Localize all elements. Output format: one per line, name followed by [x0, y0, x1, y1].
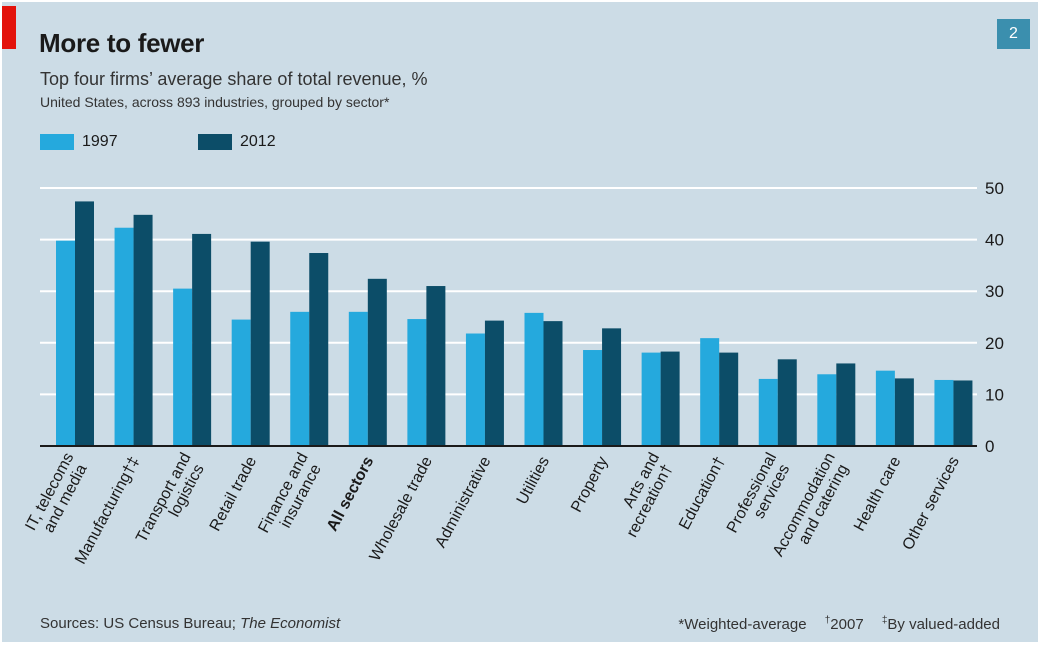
note-value-added-text: By valued-added	[887, 616, 1000, 633]
note-2007-mark: †	[824, 615, 831, 626]
legend-swatch-2012	[198, 134, 232, 150]
bar-1997	[56, 240, 75, 446]
category-label: Other services	[900, 454, 963, 553]
bar-2012	[719, 352, 739, 446]
bar-1997	[524, 312, 544, 446]
bar-1997	[817, 374, 837, 446]
bar-2012	[894, 378, 914, 446]
bar-1997	[348, 311, 368, 446]
chart-number-badge: 2	[997, 19, 1030, 49]
note-2007: †2007	[824, 615, 864, 633]
legend-item-2012: 2012	[198, 133, 276, 151]
bar-2012	[250, 241, 270, 446]
legend-item-1997: 1997	[40, 133, 118, 151]
bar-2012	[777, 359, 797, 446]
bar-1997	[114, 227, 134, 446]
y-tick-label: 10	[985, 385, 1004, 404]
legend-label-2012: 2012	[240, 133, 276, 150]
bar-2012	[309, 253, 329, 446]
category-label: IT, telecomsand media	[22, 450, 92, 541]
category-label: Wholesale trade	[367, 454, 436, 564]
y-tick-label: 50	[985, 179, 1004, 198]
footer-source: Sources: US Census Bureau; The Economist	[40, 615, 340, 632]
y-tick-label: 0	[985, 437, 994, 456]
bar-1997	[290, 311, 310, 446]
bar-1997	[407, 319, 427, 446]
bar-2012	[426, 286, 446, 446]
bar-1997	[583, 350, 603, 446]
chart-subsubtitle: United States, across 893 industries, gr…	[40, 94, 390, 110]
y-tick-label: 40	[985, 231, 1004, 250]
note-2007-text: 2007	[830, 616, 864, 633]
bar-2012	[367, 278, 387, 446]
chart-title: More to fewer	[39, 28, 205, 58]
bar-2012	[953, 380, 973, 446]
category-label: Arts andrecreation†	[609, 450, 678, 540]
source-text: Sources: US Census Bureau;	[40, 615, 241, 632]
legend-swatch-1997	[40, 134, 74, 150]
bar-2012	[543, 321, 563, 446]
category-label: Property	[568, 454, 611, 515]
bar-1997	[700, 338, 720, 446]
bar-1997	[758, 378, 778, 446]
note-value-added-mark: ‡	[881, 615, 888, 626]
bar-2012	[660, 351, 680, 446]
bar-2012	[133, 214, 153, 446]
bar-2012	[602, 328, 622, 446]
bar-2012	[192, 233, 212, 446]
category-label: Utilities	[514, 454, 553, 508]
y-tick-label: 30	[985, 282, 1004, 301]
source-publication: The Economist	[240, 615, 341, 632]
category-label: Health care	[851, 454, 904, 534]
category-label: All sectors	[324, 454, 377, 534]
category-label: Education†	[676, 454, 729, 533]
category-label: Retail trade	[207, 454, 260, 534]
category-label: Administrative	[432, 454, 494, 551]
y-tick-label: 20	[985, 334, 1004, 353]
bar-1997	[875, 370, 895, 446]
bar-1997	[934, 379, 954, 446]
bar-1997	[465, 333, 485, 446]
category-label: Finance andinsurance	[255, 450, 326, 544]
brand-tab	[2, 6, 16, 49]
category-label: Transport andlogistics	[133, 450, 210, 553]
bar-1997	[231, 319, 251, 446]
bar-1997	[641, 352, 661, 446]
chart-subtitle: Top four firms’ average share of total r…	[40, 69, 428, 89]
footer-notes: *Weighted-average †2007 ‡By valued-added	[664, 615, 1000, 633]
note-weighted: *Weighted-average	[678, 616, 807, 633]
bar-2012	[836, 363, 856, 446]
bar-2012	[484, 320, 504, 446]
note-value-added: ‡By valued-added	[881, 615, 1000, 633]
bar-1997	[173, 288, 193, 446]
bar-2012	[75, 201, 94, 446]
legend-label-1997: 1997	[82, 133, 118, 150]
